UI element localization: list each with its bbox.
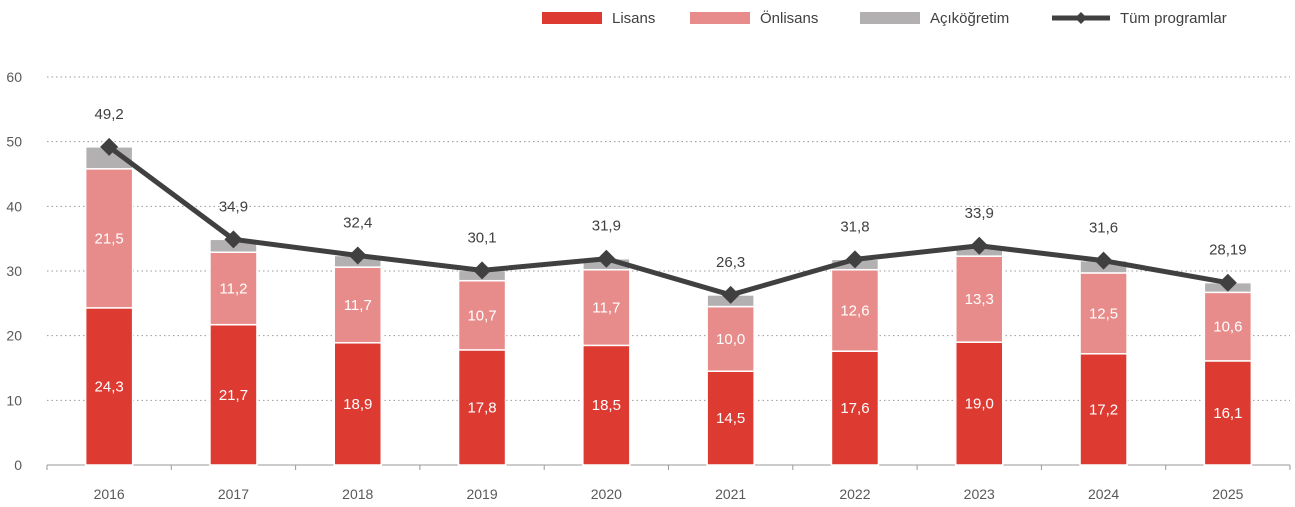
line-value-label: 31,8 xyxy=(840,218,869,235)
y-tick-label: 20 xyxy=(6,328,22,344)
bar-value-label: 11,7 xyxy=(592,300,620,317)
bar-value-label: 14,5 xyxy=(716,410,745,427)
bar-value-label: 10,6 xyxy=(1213,319,1242,336)
bar-value-label: 21,7 xyxy=(219,387,248,404)
bar-value-label: 13,3 xyxy=(965,291,994,308)
bar-value-label: 16,1 xyxy=(1213,405,1242,422)
bar-value-label: 12,6 xyxy=(840,302,869,319)
legend-onlisans-label: Önlisans xyxy=(760,9,818,27)
x-tick-label: 2023 xyxy=(964,486,995,502)
bar-value-label: 19,0 xyxy=(965,396,994,413)
bar-value-label: 18,9 xyxy=(343,396,372,413)
legend-acikogretim-label: Açıköğretim xyxy=(930,10,1009,27)
x-tick-label: 2016 xyxy=(94,486,125,502)
bar-value-label: 10,0 xyxy=(716,331,745,348)
line-value-label: 34,9 xyxy=(219,198,248,215)
bar-value-label: 10,7 xyxy=(467,307,496,324)
line-value-label: 49,2 xyxy=(95,106,124,123)
x-tick-label: 2019 xyxy=(466,486,497,502)
bar-value-label: 18,5 xyxy=(592,397,621,414)
legend-lisans-label: Lisans xyxy=(612,10,655,27)
bar-value-label: 17,6 xyxy=(840,400,869,417)
y-tick-label: 60 xyxy=(6,69,22,85)
legend-onlisans-swatch xyxy=(690,12,750,24)
line-value-label: 32,4 xyxy=(343,214,372,231)
legend-acikogretim-swatch xyxy=(860,12,920,24)
bar-value-label: 24,3 xyxy=(95,378,124,395)
bar-value-label: 11,7 xyxy=(344,297,372,314)
legend-tum-programlar-label: Tüm programlar xyxy=(1120,10,1227,27)
bar-value-label: 21,5 xyxy=(95,230,124,247)
line-value-label: 31,6 xyxy=(1089,220,1118,237)
legend-lisans-swatch xyxy=(542,12,602,24)
line-value-label: 33,9 xyxy=(965,205,994,222)
x-tick-label: 2025 xyxy=(1212,486,1243,502)
x-tick-label: 2020 xyxy=(591,486,622,502)
x-tick-label: 2021 xyxy=(715,486,746,502)
line-value-label: 31,9 xyxy=(592,218,621,235)
x-tick-label: 2018 xyxy=(342,486,373,502)
bar-value-label: 11,2 xyxy=(219,280,247,297)
x-tick-label: 2022 xyxy=(839,486,870,502)
x-tick-label: 2024 xyxy=(1088,486,1119,502)
line-value-label: 26,3 xyxy=(716,254,745,271)
line-value-label: 28,19 xyxy=(1209,242,1247,259)
y-tick-label: 30 xyxy=(6,263,22,279)
line-value-label: 30,1 xyxy=(467,229,496,246)
y-tick-label: 50 xyxy=(6,134,22,150)
y-tick-label: 0 xyxy=(14,457,22,473)
x-tick-label: 2017 xyxy=(218,486,249,502)
y-tick-label: 10 xyxy=(6,392,22,408)
line-series-tum-programlar xyxy=(109,147,1228,295)
bar-value-label: 17,2 xyxy=(1089,401,1118,418)
bar-value-label: 12,5 xyxy=(1089,305,1118,322)
legend-tum-programlar-marker xyxy=(1075,12,1087,24)
bar-value-label: 17,8 xyxy=(467,399,496,416)
y-tick-label: 40 xyxy=(6,198,22,214)
